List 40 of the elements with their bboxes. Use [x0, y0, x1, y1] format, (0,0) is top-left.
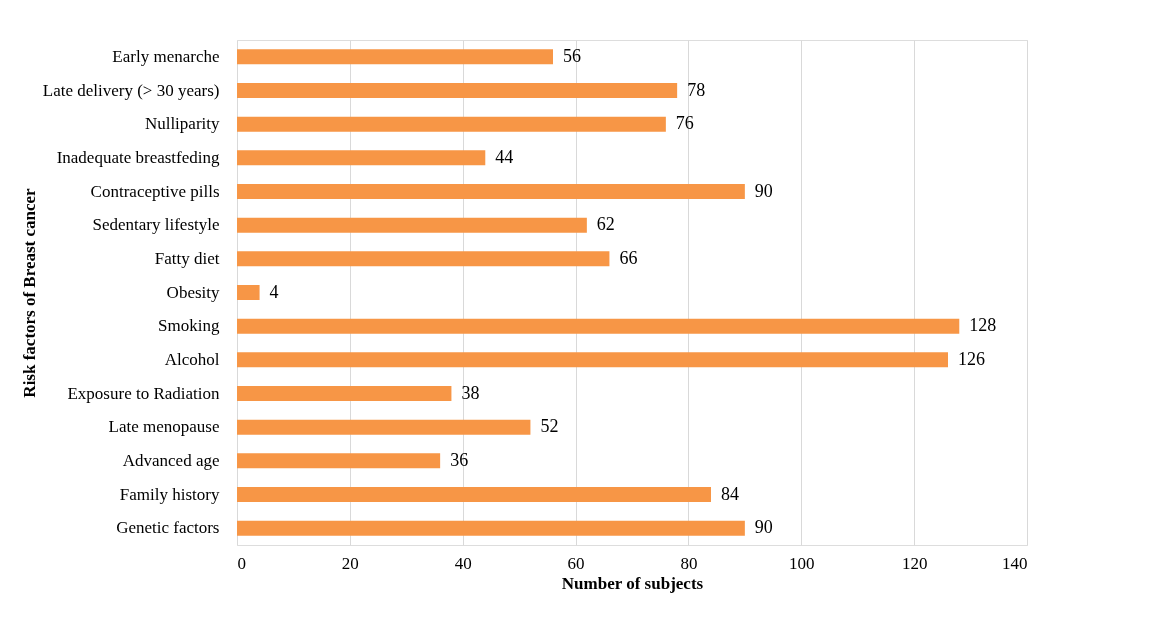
y-axis-title: Risk factors of Breast cancer — [19, 187, 39, 398]
data-label: 128 — [969, 315, 997, 336]
y-tick-label: Exposure to Radiation — [67, 383, 220, 403]
y-tick-label: Contraceptive pills — [90, 181, 220, 201]
x-tick-label: 20 — [341, 553, 359, 573]
data-label: 4 — [269, 281, 279, 302]
x-tick-label: 60 — [567, 553, 585, 573]
x-tick-label: 0 — [237, 553, 246, 573]
data-label: 52 — [540, 416, 559, 437]
y-tick-label: Smoking — [158, 316, 220, 336]
data-label: 90 — [754, 180, 773, 201]
data-label: 36 — [450, 449, 469, 470]
data-label: 44 — [495, 146, 514, 167]
x-tick-label: 40 — [454, 553, 472, 573]
data-label: 126 — [958, 348, 985, 369]
data-label: 76 — [675, 113, 694, 134]
y-tick-label: Genetic factors — [116, 518, 220, 538]
data-label: 78 — [687, 79, 706, 100]
data-label: 38 — [461, 382, 480, 403]
y-tick-label: Family history — [119, 484, 220, 504]
y-tick-label: Early menarche — [112, 46, 220, 66]
x-tick-label: 120 — [901, 553, 928, 573]
data-label: 84 — [721, 483, 739, 504]
data-label: 66 — [619, 247, 638, 268]
data-label: 62 — [596, 214, 615, 235]
y-tick-label: Obesity — [166, 282, 220, 302]
y-tick-label: Sedentary lifestyle — [92, 215, 220, 235]
y-tick-label: Late menopause — [108, 417, 220, 437]
x-axis-title: Number of subjects — [561, 573, 704, 593]
y-tick-label: Alcohol — [164, 349, 220, 369]
y-tick-label: Late delivery (> 30 years) — [42, 80, 220, 100]
data-label: 90 — [754, 517, 773, 538]
y-tick-label: Nulliparity — [144, 114, 220, 134]
data-label: 56 — [563, 45, 581, 66]
x-tick-label: 140 — [1002, 553, 1028, 573]
x-tick-label: 80 — [680, 553, 698, 573]
x-tick-label: 100 — [789, 553, 815, 573]
y-tick-label: Fatty diet — [154, 248, 220, 268]
y-tick-label: Inadequate breastfeding — [56, 147, 220, 167]
y-tick-label: Advanced age — [122, 450, 220, 470]
